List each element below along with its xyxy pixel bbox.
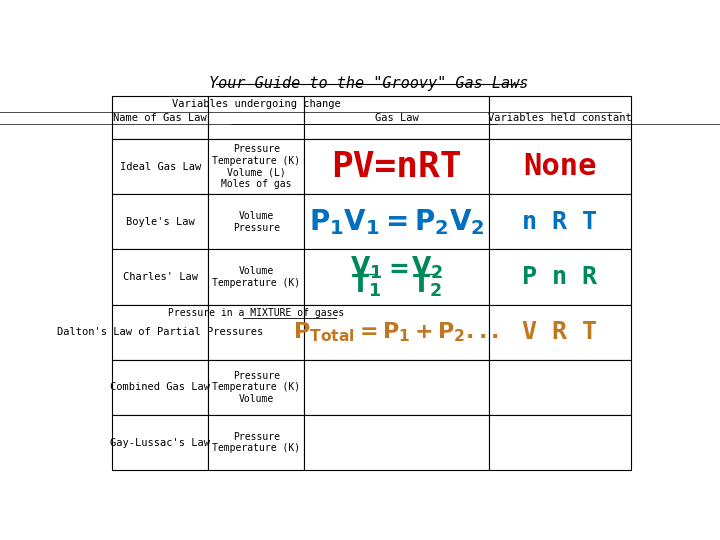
Bar: [489, 415, 631, 470]
Text: Charles' Law: Charles' Law: [123, 272, 198, 282]
Text: Gas Law: Gas Law: [374, 112, 418, 123]
Text: Variables undergoing change: Variables undergoing change: [172, 99, 341, 109]
Text: P n R: P n R: [523, 265, 598, 289]
Text: $\mathbf{P_1V_1 = P_2V_2}$: $\mathbf{P_1V_1 = P_2V_2}$: [309, 207, 485, 237]
Bar: [208, 415, 305, 470]
Bar: [489, 360, 631, 415]
Bar: [208, 194, 305, 249]
Text: V R T: V R T: [523, 320, 598, 344]
Bar: [305, 139, 489, 194]
Text: $\mathbf{T_2}$: $\mathbf{T_2}$: [412, 273, 442, 299]
Text: Ideal Gas Law: Ideal Gas Law: [120, 161, 201, 172]
Bar: [305, 249, 489, 305]
Bar: [112, 96, 208, 139]
Bar: [305, 305, 489, 360]
Bar: [208, 305, 305, 360]
Bar: [112, 139, 208, 194]
Bar: [112, 194, 208, 249]
Text: Combined Gas Law: Combined Gas Law: [110, 382, 210, 393]
Bar: [489, 305, 631, 360]
Bar: [489, 249, 631, 305]
Text: $\mathbf{P_{Total} = P_1 + P_2...}$: $\mathbf{P_{Total} = P_1 + P_2...}$: [294, 320, 500, 344]
Text: Volume
Pressure: Volume Pressure: [233, 211, 280, 233]
Text: Pressure in a MIXTURE of gases: Pressure in a MIXTURE of gases: [168, 308, 344, 318]
Bar: [305, 194, 489, 249]
Text: Dalton's Law of Partial Pressures: Dalton's Law of Partial Pressures: [57, 327, 264, 337]
Bar: [112, 305, 208, 360]
Bar: [208, 96, 305, 139]
Text: Gay-Lussac's Law: Gay-Lussac's Law: [110, 437, 210, 448]
Text: $\mathbf{V_2}$: $\mathbf{V_2}$: [411, 255, 444, 281]
Bar: [208, 360, 305, 415]
Bar: [305, 360, 489, 415]
Text: PV=nRT: PV=nRT: [331, 150, 462, 184]
Bar: [112, 415, 208, 470]
Text: Pressure
Temperature (K)
Volume: Pressure Temperature (K) Volume: [212, 371, 300, 404]
Text: Your Guide to the "Groovy" Gas Laws: Your Guide to the "Groovy" Gas Laws: [210, 76, 528, 91]
Text: $\mathbf{=}$: $\mathbf{=}$: [384, 256, 409, 280]
Text: Volume
Temperature (K): Volume Temperature (K): [212, 266, 300, 288]
Bar: [305, 96, 489, 139]
Text: $\mathbf{V_1}$: $\mathbf{V_1}$: [349, 255, 382, 281]
Bar: [112, 360, 208, 415]
Text: Boyle's Law: Boyle's Law: [126, 217, 194, 227]
Text: Name of Gas Law: Name of Gas Law: [114, 112, 207, 123]
Text: Pressure
Temperature (K): Pressure Temperature (K): [212, 432, 300, 454]
Bar: [208, 139, 305, 194]
Bar: [208, 249, 305, 305]
Bar: [489, 139, 631, 194]
Bar: [489, 194, 631, 249]
Text: None: None: [523, 152, 597, 181]
Bar: [489, 96, 631, 139]
Text: Variables held constant: Variables held constant: [488, 112, 631, 123]
Text: Pressure
Temperature (K)
Volume (L)
Moles of gas: Pressure Temperature (K) Volume (L) Mole…: [212, 144, 300, 189]
Text: n R T: n R T: [523, 210, 598, 234]
Bar: [305, 415, 489, 470]
Bar: [112, 249, 208, 305]
Text: $\mathbf{T_1}$: $\mathbf{T_1}$: [351, 273, 381, 299]
